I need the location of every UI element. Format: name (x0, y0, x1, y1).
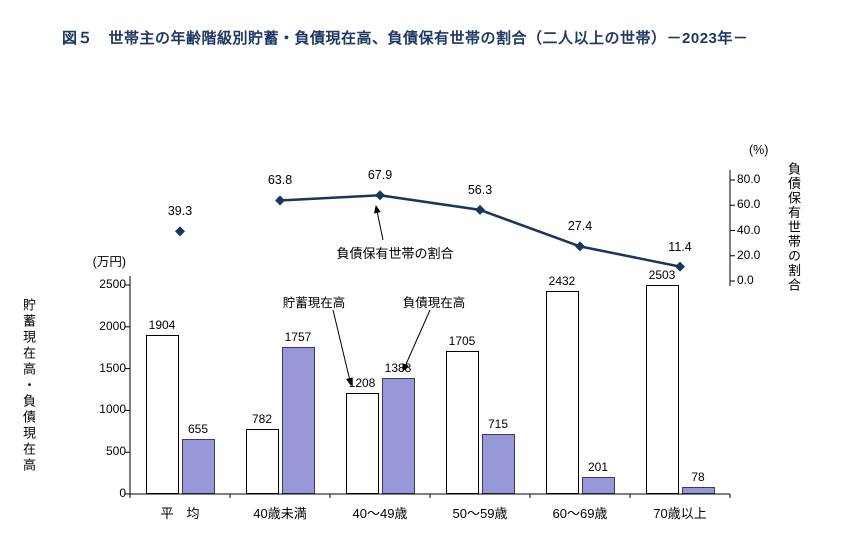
savings-bar-value: 1705 (448, 334, 476, 348)
savings-bar-value: 782 (251, 412, 273, 426)
liabilities-bar-value: 1757 (284, 330, 312, 344)
right-axis-unit-label: (%) (749, 143, 769, 157)
liabilities-bar-value: 201 (587, 460, 609, 474)
left-axis-tick-label: 500 (105, 444, 126, 458)
liabilities-bar (381, 378, 415, 494)
chart-title: 図５ 世帯主の年齢階級別貯蓄・負債現在高、負債保有世帯の割合（二人以上の世帯）－… (62, 30, 749, 47)
liabilities-bar (481, 434, 515, 494)
right-axis-tick-label: 20.0 (737, 248, 761, 262)
savings-bar-value: 2503 (648, 268, 676, 282)
right-axis-tick-label: 40.0 (737, 223, 761, 237)
liabilities-bar-value: 78 (691, 470, 705, 484)
x-axis-category-label: 70歳以上 (653, 506, 707, 521)
liabilities-bar (681, 487, 715, 494)
savings-bar (645, 285, 679, 494)
liabilities-bar-value: 655 (187, 422, 209, 436)
liabilities-bar-value: 715 (487, 417, 509, 431)
line-point-value: 67.9 (367, 168, 393, 183)
right-axis-tick-label: 0.0 (737, 273, 754, 287)
left-axis-tick-label: 0 (119, 486, 126, 500)
line-point-value: 27.4 (567, 219, 593, 234)
line-point-value: 56.3 (467, 182, 493, 197)
liabilities-bar (281, 347, 315, 494)
left-axis-tick-label: 2000 (99, 319, 126, 333)
left-axis-title: 貯蓄現在高・負債現在高 (21, 298, 36, 474)
right-axis-tick-label: 80.0 (737, 172, 761, 186)
x-axis-category-label: 60～69歳 (552, 506, 608, 521)
savings-bar (445, 351, 479, 494)
x-axis-category-label: 平 均 (160, 506, 200, 521)
savings-bar-value: 1208 (348, 376, 376, 390)
right-axis-tick-label: 60.0 (737, 197, 761, 211)
savings-bar-annotation: 貯蓄現在高 (282, 296, 346, 310)
x-axis-category-label: 40歳未満 (253, 506, 307, 521)
x-axis-category-label: 50～59歳 (452, 506, 508, 521)
line-point-value: 39.3 (167, 204, 193, 219)
savings-bar-value: 2432 (548, 274, 576, 288)
line-point-value: 63.8 (267, 173, 293, 188)
left-axis-tick-label: 1000 (99, 402, 126, 416)
savings-bar (245, 429, 279, 494)
savings-bar (545, 291, 579, 494)
liabilities-bar-annotation: 負債現在高 (402, 296, 466, 310)
left-axis-tick-label: 1500 (99, 361, 126, 375)
liabilities-bar (581, 477, 615, 494)
x-axis-category-label: 40～49歳 (352, 506, 408, 521)
savings-bar-value: 1904 (148, 318, 176, 332)
savings-bar (345, 393, 379, 494)
right-axis-title: 負債保有世帯の割合 (786, 162, 801, 293)
left-axis-tick-label: 2500 (99, 277, 126, 291)
left-axis-unit-label: (万円) (92, 255, 126, 269)
liabilities-bar-value: 1388 (384, 361, 412, 375)
line-point-value: 11.4 (668, 239, 692, 254)
liabilities-bar (181, 439, 215, 494)
savings-bar (145, 335, 179, 494)
